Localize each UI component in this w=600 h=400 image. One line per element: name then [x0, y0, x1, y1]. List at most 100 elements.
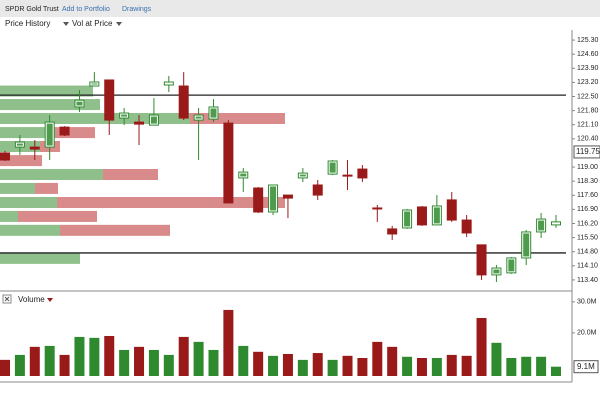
close-icon[interactable]: [4, 296, 10, 302]
y-tick-label: 125.30: [577, 37, 599, 44]
volume-bar: [74, 336, 85, 376]
volume-bar: [119, 349, 130, 376]
volume-bar: [238, 345, 249, 376]
y-tick-label: 113.40: [577, 277, 598, 284]
volume-bar: [223, 309, 234, 376]
candle-body: [461, 219, 472, 234]
candle-body: [59, 126, 70, 136]
candle-body: [342, 174, 353, 177]
volume-tick-label: 30.0M: [577, 299, 597, 306]
candle-body: [476, 244, 487, 276]
menu-arrow[interactable]: [63, 22, 69, 26]
candle-body-fill: [538, 220, 545, 231]
candle-body-fill: [299, 174, 306, 177]
vap-up-bar: [0, 210, 18, 222]
candle-body-fill: [210, 108, 217, 118]
vap-up-bar: [0, 85, 93, 97]
toolbar-title: SPDR Gold Trust: [5, 6, 59, 13]
candle-body-fill: [508, 259, 515, 272]
volume-bar: [416, 358, 427, 376]
candle-body-fill: [493, 269, 500, 274]
toolbar-link[interactable]: Drawings: [122, 6, 152, 13]
menu-arrow[interactable]: [47, 298, 53, 302]
volume-bar: [431, 358, 442, 376]
volume-bar: [148, 349, 159, 376]
volume-bar: [342, 355, 353, 376]
y-tick-label: 116.20: [577, 220, 598, 227]
y-tick-label: 121.80: [577, 107, 599, 114]
volume-bar: [476, 317, 487, 376]
vap-down-bar: [190, 112, 285, 124]
volume-bar: [446, 354, 457, 376]
vap-up-bar: [0, 252, 80, 264]
volume-bar: [59, 354, 70, 376]
toolbar: [0, 0, 600, 17]
volume-bar: [536, 356, 547, 376]
candle-body-fill: [46, 123, 53, 146]
volume-bar: [208, 349, 219, 376]
candle-body-fill: [195, 116, 202, 119]
candle-body: [446, 199, 457, 221]
vap-up-bar: [0, 182, 35, 194]
toolbar-link[interactable]: Add to Portfolio: [62, 6, 110, 13]
y-tick-label: 122.50: [577, 93, 599, 100]
y-tick-label: 117.60: [577, 192, 598, 199]
candle-body-fill: [523, 233, 530, 257]
volume-bar: [491, 342, 502, 376]
candle-body-fill: [433, 207, 440, 224]
y-tick-label: 116.90: [577, 206, 598, 213]
candle-body-fill: [240, 173, 247, 177]
volume-tick-label: 20.0M: [577, 330, 597, 337]
last-volume-box: [573, 360, 599, 374]
volume-bar: [357, 358, 368, 376]
candle-body-fill: [329, 162, 336, 173]
vap-up-bar: [0, 127, 55, 139]
vap-down-bar: [103, 169, 158, 181]
vap-down-bar: [57, 197, 285, 209]
vap-down-bar: [60, 224, 170, 236]
vap-up-bar: [0, 169, 103, 181]
vap-up-bar: [0, 99, 100, 111]
candle-body-fill: [150, 116, 157, 124]
y-tick-label: 114.80: [577, 249, 598, 256]
y-tick-label: 120.40: [577, 136, 599, 143]
candle-body-fill: [76, 101, 83, 106]
panel-menu[interactable]: Price History: [5, 19, 50, 28]
y-tick-label: 119.00: [577, 164, 598, 171]
volume-bar: [461, 355, 472, 376]
volume-bar: [402, 356, 413, 376]
y-tick-label: 115.50: [577, 234, 598, 241]
volume-bar: [297, 359, 308, 376]
vap-down-bar: [18, 210, 97, 222]
vap-up-bar: [0, 112, 190, 124]
candle-body: [387, 228, 398, 235]
candle-body: [253, 187, 264, 213]
volume-bar: [44, 345, 55, 376]
menu-arrow[interactable]: [116, 22, 122, 26]
last-price-box: [573, 145, 600, 159]
volume-bar: [312, 353, 323, 376]
volume-bar: [104, 335, 115, 376]
volume-bar: [387, 346, 398, 376]
volume-bar: [193, 341, 204, 376]
candle-body-fill: [404, 211, 411, 227]
volume-bar: [178, 336, 189, 376]
vap-down-bar: [35, 182, 58, 194]
candle-body-fill: [91, 83, 98, 85]
volume-bar: [551, 366, 561, 376]
y-tick-label: 123.20: [577, 79, 599, 86]
candle-body-fill: [270, 186, 277, 211]
y-tick-label: 114.10: [577, 263, 598, 270]
last-volume-label: 9.1M: [577, 362, 595, 371]
candle-body: [134, 121, 145, 125]
volume-bar: [372, 341, 383, 376]
y-tick-label: 121.10: [577, 122, 599, 129]
candle-body: [416, 206, 427, 226]
candle-body: [282, 194, 293, 199]
vap-up-bar: [0, 197, 57, 209]
volume-bar: [253, 351, 264, 376]
candle-body: [372, 207, 383, 210]
panel-menu[interactable]: Vol at Price: [72, 19, 113, 28]
candle-body: [223, 122, 234, 204]
volume-bar: [0, 359, 10, 376]
